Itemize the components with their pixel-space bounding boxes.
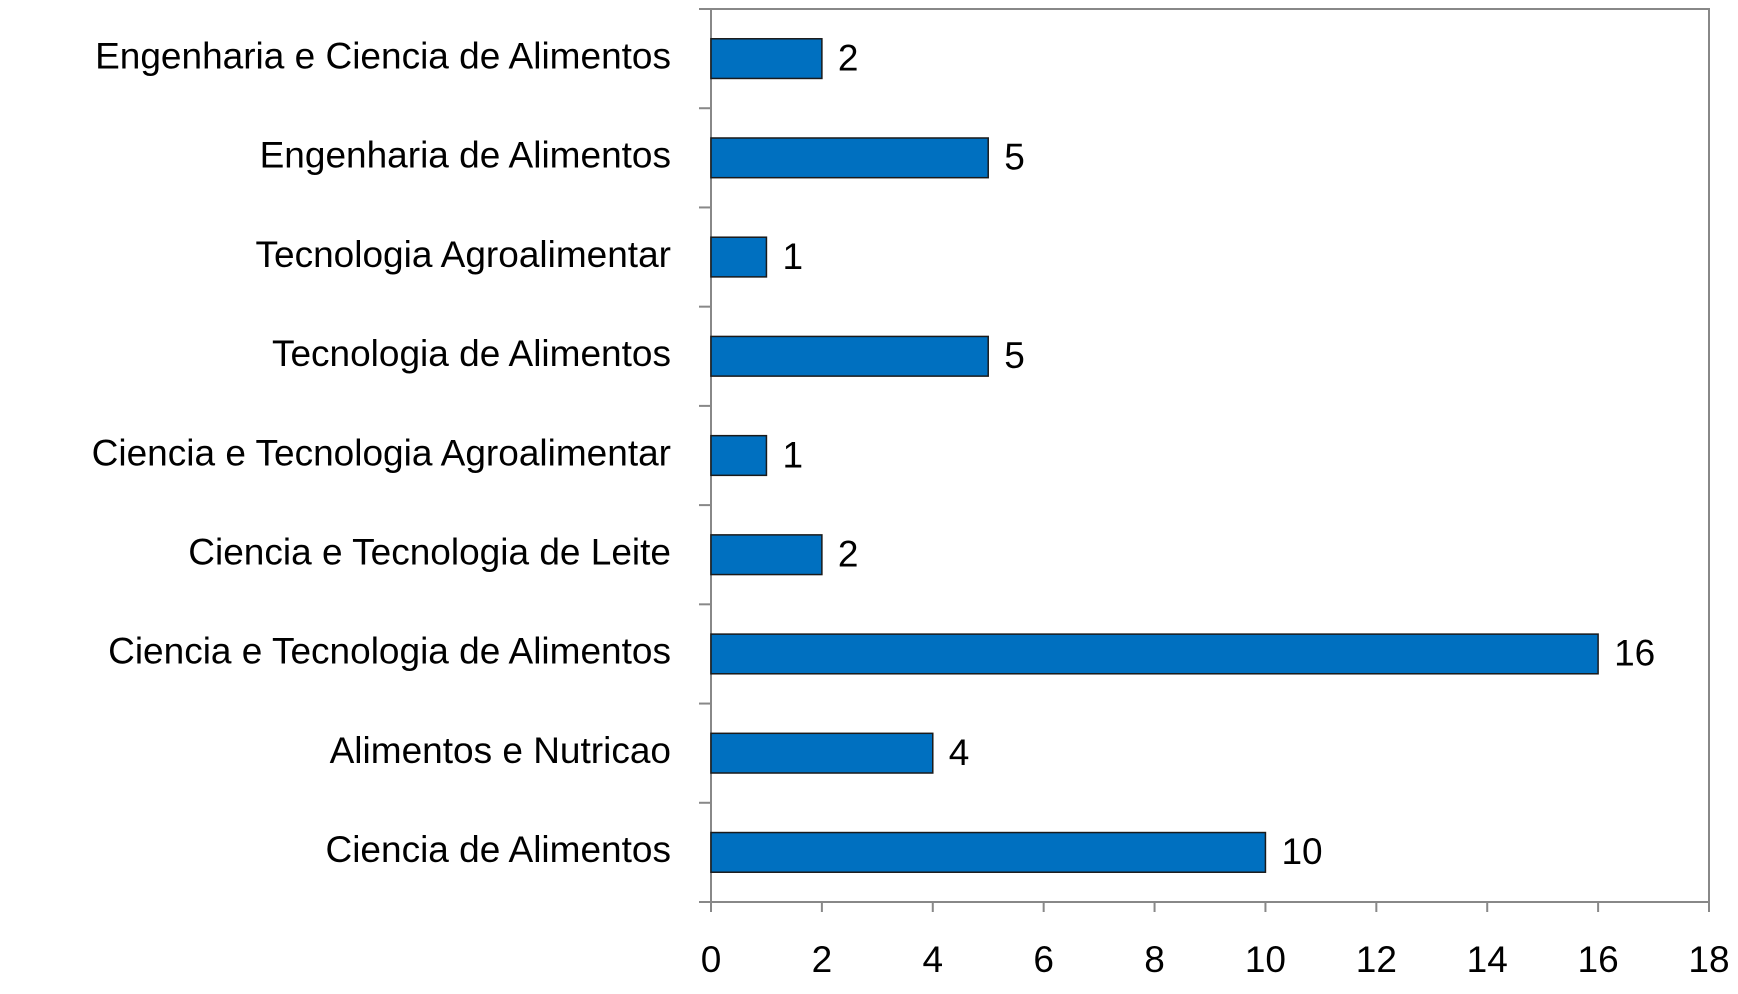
bar: [710, 732, 934, 774]
x-tick-label: 4: [922, 939, 943, 980]
value-label: 2: [838, 37, 859, 78]
x-tick-label: 10: [1245, 939, 1286, 980]
x-tick-label: 8: [1144, 939, 1165, 980]
y-tick-label: Tecnologia de Alimentos: [272, 333, 671, 374]
x-tick-label: 12: [1356, 939, 1397, 980]
y-tick-label: Ciencia de Alimentos: [325, 829, 671, 870]
value-label: 5: [1004, 137, 1025, 178]
y-tick-label: Ciencia e Tecnologia de Alimentos: [108, 631, 671, 672]
x-tick-label: 14: [1467, 939, 1508, 980]
value-label: 4: [949, 732, 970, 773]
value-label: 16: [1614, 633, 1655, 674]
y-tick-label: Engenharia e Ciencia de Alimentos: [95, 35, 671, 76]
y-tick-label: Ciencia e Tecnologia de Leite: [188, 532, 671, 573]
x-tick-label: 2: [812, 939, 833, 980]
bar: [710, 335, 989, 377]
bar: [710, 434, 768, 477]
value-label: 2: [838, 534, 859, 575]
bar: [710, 633, 1599, 675]
x-tick-label: 16: [1578, 939, 1619, 980]
value-label: 1: [782, 236, 803, 277]
bar: [710, 534, 823, 576]
y-tick-label: Engenharia de Alimentos: [260, 135, 671, 176]
bar: [710, 831, 1267, 873]
y-tick-label: Alimentos e Nutricao: [330, 730, 671, 771]
value-label: 10: [1281, 831, 1322, 872]
x-tick-label: 0: [701, 939, 722, 980]
value-label: 5: [1004, 335, 1025, 376]
bar: [710, 38, 823, 80]
value-label: 1: [782, 434, 803, 475]
x-tick-label: 18: [1688, 939, 1729, 980]
y-tick-label: Ciencia e Tecnologia Agroalimentar: [92, 432, 671, 473]
x-tick-label: 6: [1033, 939, 1054, 980]
bar: [710, 137, 989, 179]
bar: [710, 236, 768, 278]
y-tick-label: Tecnologia Agroalimentar: [256, 234, 671, 275]
